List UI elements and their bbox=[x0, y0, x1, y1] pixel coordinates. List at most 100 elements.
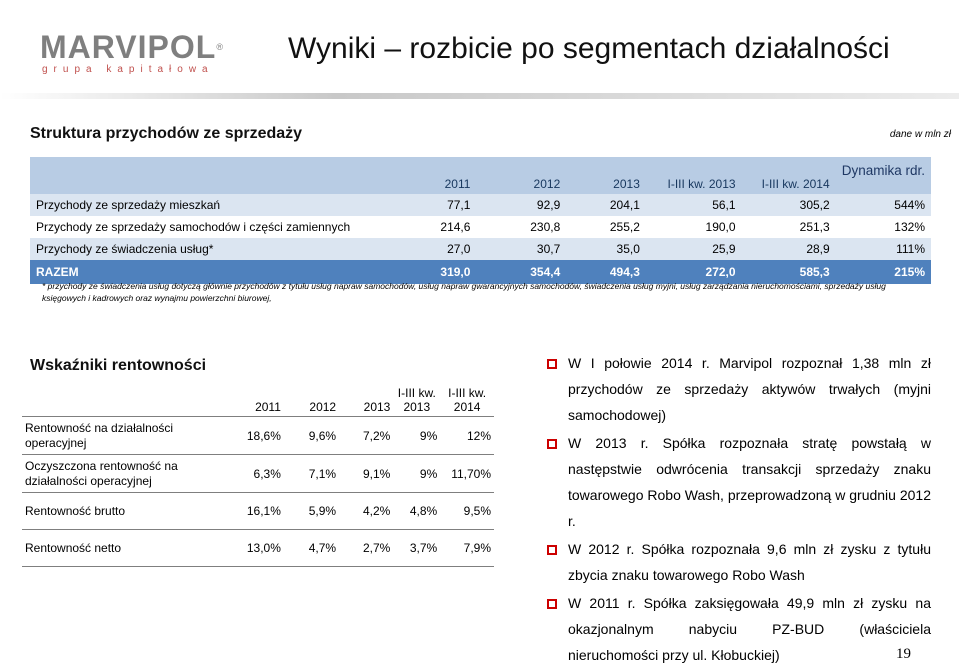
col-header-q1-q3-2014: I-III kw. 2014 bbox=[440, 382, 494, 417]
row-label: Rentowność na działalności operacyjnej bbox=[22, 416, 233, 455]
square-bullet-icon bbox=[547, 359, 557, 369]
cell-value: 4,7% bbox=[283, 529, 340, 567]
cell-value: 204,1 bbox=[566, 194, 646, 216]
cell-value: 4,8% bbox=[393, 492, 441, 530]
cell-value: 77,1 bbox=[378, 194, 477, 216]
cell-value: 12% bbox=[440, 416, 494, 455]
profitability-table: 2011 2012 2013 I-III kw. 2013 I-III kw. 20… bbox=[22, 382, 494, 567]
total-row: RAZEM 319,0 354,4 494,3 272,0 585,3 215% bbox=[30, 260, 931, 284]
col-header-2012: 2012 bbox=[283, 382, 340, 417]
cell-value: 92,9 bbox=[476, 194, 567, 216]
cell-value: 56,1 bbox=[645, 194, 742, 216]
cell-value: 27,0 bbox=[378, 238, 477, 260]
cell-value: 30,7 bbox=[476, 238, 567, 260]
cell-value: 3,7% bbox=[393, 529, 441, 567]
cell-value: 16,1% bbox=[232, 492, 284, 530]
cell-value: 230,8 bbox=[476, 216, 567, 238]
col-header-2011: 2011 bbox=[232, 382, 284, 417]
col-header-2013: 2013 bbox=[339, 382, 394, 417]
col-header-line: 2014 bbox=[453, 400, 481, 414]
cell-value: 7,2% bbox=[339, 416, 394, 455]
square-bullet-icon bbox=[547, 439, 557, 449]
profitability-header-row: 2011 2012 2013 I-III kw. 2013 I-III kw. 20… bbox=[22, 382, 494, 417]
col-header-2012: 2012 bbox=[476, 157, 567, 194]
profitability-section-title: Wskaźniki rentowności bbox=[30, 357, 207, 374]
cell-value: 11,70% bbox=[440, 454, 494, 493]
header-empty-cell bbox=[22, 382, 233, 417]
page-number: 19 bbox=[896, 646, 911, 662]
cell-value: 9,1% bbox=[339, 454, 394, 493]
cell-value: 25,9 bbox=[645, 238, 742, 260]
total-value: 319,0 bbox=[378, 260, 477, 284]
col-header-q1-q3-2014: I-III kw. 2014 bbox=[741, 157, 836, 194]
total-value: 585,3 bbox=[741, 260, 836, 284]
cell-value: 305,2 bbox=[741, 194, 836, 216]
total-value: 215% bbox=[835, 260, 931, 284]
col-header-q1-q3-2013: I-III kw. 2013 bbox=[645, 157, 742, 194]
list-item: W 2011 r. Spółka zaksięgowała 49,9 mln z… bbox=[547, 590, 931, 668]
cell-value: 255,2 bbox=[566, 216, 646, 238]
table-row: Rentowność na działalności operacyjnej 1… bbox=[22, 416, 494, 455]
notes-list: W I połowie 2014 r. Marvipol rozpoznał 1… bbox=[547, 350, 931, 670]
logo-registered-mark: ® bbox=[216, 42, 224, 52]
cell-value: 7,1% bbox=[283, 454, 340, 493]
col-header-line: I-III kw. bbox=[448, 386, 487, 400]
total-value: 272,0 bbox=[645, 260, 742, 284]
cell-value: 9% bbox=[393, 416, 441, 455]
list-item: W I połowie 2014 r. Marvipol rozpoznał 1… bbox=[547, 350, 931, 428]
col-header-line: I-III kw. bbox=[397, 386, 436, 400]
table-row: Rentowność brutto 16,1% 5,9% 4,2% 4,8% 9… bbox=[22, 492, 494, 530]
total-label: RAZEM bbox=[30, 260, 379, 284]
cell-value: 544% bbox=[835, 194, 931, 216]
table-row: Rentowność netto 13,0% 4,7% 2,7% 3,7% 7,… bbox=[22, 529, 494, 567]
cell-value: 111% bbox=[835, 238, 931, 260]
bullet-text: W 2012 r. Spółka rozpoznała 9,6 mln zł z… bbox=[568, 541, 931, 583]
row-label: Rentowność netto bbox=[22, 529, 233, 567]
col-header-line: 2013 bbox=[403, 400, 431, 414]
slide-title: Wyniki – rozbicie po segmentach działaln… bbox=[288, 32, 890, 65]
row-label: Przychody ze sprzedaży samochodów i częś… bbox=[30, 216, 379, 238]
revenue-header-row: 2011 2012 2013 I-III kw. 2013 I-III kw. … bbox=[30, 157, 931, 194]
table-row: Przychody ze świadczenia usług* 27,0 30,… bbox=[30, 238, 931, 260]
row-label: Przychody ze sprzedaży mieszkań bbox=[30, 194, 379, 216]
cell-value: 13,0% bbox=[232, 529, 284, 567]
cell-value: 9,6% bbox=[283, 416, 340, 455]
row-label: Oczyszczona rentowność na działalności o… bbox=[22, 454, 233, 493]
total-value: 494,3 bbox=[566, 260, 646, 284]
cell-value: 4,2% bbox=[339, 492, 394, 530]
col-header-dynamics: Dynamika rdr. bbox=[835, 157, 931, 194]
cell-value: 9,5% bbox=[440, 492, 494, 530]
square-bullet-icon bbox=[547, 599, 557, 609]
list-item: W 2013 r. Spółka rozpoznała stratę powst… bbox=[547, 430, 931, 534]
logo-brand: MARVIPOL bbox=[40, 29, 217, 65]
unit-note: dane w mln zł bbox=[889, 129, 951, 140]
total-value: 354,4 bbox=[476, 260, 567, 284]
logo-subtitle: grupa kapitałowa bbox=[42, 64, 214, 75]
cell-value: 5,9% bbox=[283, 492, 340, 530]
cell-value: 214,6 bbox=[378, 216, 477, 238]
revenue-footnote: * przychody ze świadczenia usług dotyczą… bbox=[42, 281, 886, 303]
row-label: Przychody ze świadczenia usług* bbox=[30, 238, 379, 260]
header-empty-cell bbox=[30, 157, 379, 194]
row-label: Rentowność brutto bbox=[22, 492, 233, 530]
table-row: Przychody ze sprzedaży mieszkań 77,1 92,… bbox=[30, 194, 931, 216]
logo-wordmark: MARVIPOL® bbox=[40, 29, 223, 65]
cell-value: 6,3% bbox=[232, 454, 284, 493]
cell-value: 9% bbox=[393, 454, 441, 493]
revenue-table: 2011 2012 2013 I-III kw. 2013 I-III kw. … bbox=[30, 157, 931, 284]
revenue-section-title: Struktura przychodów ze sprzedaży bbox=[30, 125, 303, 142]
bullet-text: W 2011 r. Spółka zaksięgowała 49,9 mln z… bbox=[568, 595, 931, 663]
cell-value: 35,0 bbox=[566, 238, 646, 260]
cell-value: 2,7% bbox=[339, 529, 394, 567]
cell-value: 251,3 bbox=[741, 216, 836, 238]
cell-value: 28,9 bbox=[741, 238, 836, 260]
col-header-2013: 2013 bbox=[566, 157, 646, 194]
cell-value: 132% bbox=[835, 216, 931, 238]
title-divider bbox=[0, 93, 959, 99]
square-bullet-icon bbox=[547, 545, 557, 555]
cell-value: 7,9% bbox=[440, 529, 494, 567]
bullet-text: W 2013 r. Spółka rozpoznała stratę powst… bbox=[568, 435, 931, 529]
bullet-text: W I połowie 2014 r. Marvipol rozpoznał 1… bbox=[568, 355, 931, 423]
table-row: Przychody ze sprzedaży samochodów i częś… bbox=[30, 216, 931, 238]
col-header-q1-q3-2013: I-III kw. 2013 bbox=[393, 382, 441, 417]
